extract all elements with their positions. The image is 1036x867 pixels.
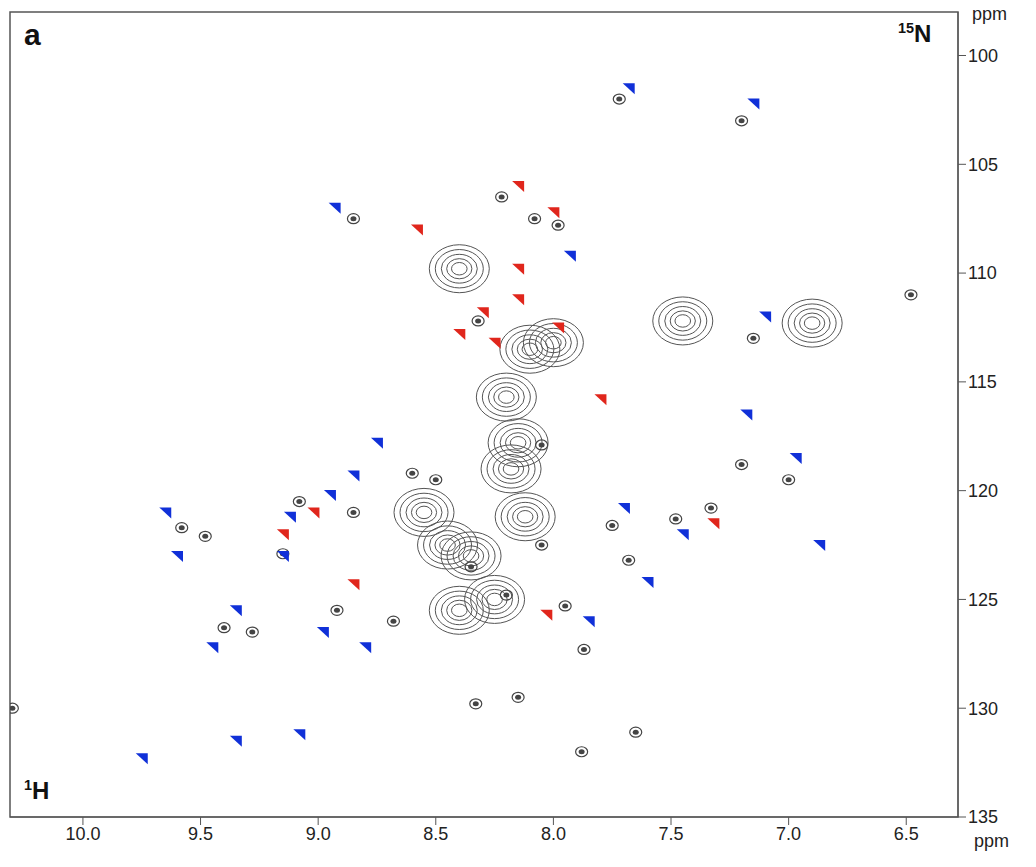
svg-text:10.0: 10.0 <box>65 824 100 844</box>
html-text:1H: 1H <box>24 777 50 804</box>
svg-text:100: 100 <box>968 46 998 66</box>
html-text:a: a <box>24 18 41 51</box>
svg-text:120: 120 <box>968 481 998 501</box>
html-text:15N: 15N <box>898 20 932 47</box>
svg-text:6.5: 6.5 <box>894 824 919 844</box>
html-text:ppm: ppm <box>972 4 1007 24</box>
svg-text:115: 115 <box>968 372 997 392</box>
svg-text:8.5: 8.5 <box>423 824 448 844</box>
svg-text:7.0: 7.0 <box>776 824 801 844</box>
svg-text:7.5: 7.5 <box>658 824 683 844</box>
svg-text:9.5: 9.5 <box>188 824 213 844</box>
svg-text:130: 130 <box>968 699 998 719</box>
svg-text:105: 105 <box>968 155 998 175</box>
svg-text:135: 135 <box>968 807 998 827</box>
html-text:ppm: ppm <box>974 831 1009 851</box>
svg-text:8.0: 8.0 <box>541 824 566 844</box>
svg-text:9.0: 9.0 <box>306 824 331 844</box>
svg-text:125: 125 <box>968 590 998 610</box>
svg-text:110: 110 <box>968 263 997 283</box>
